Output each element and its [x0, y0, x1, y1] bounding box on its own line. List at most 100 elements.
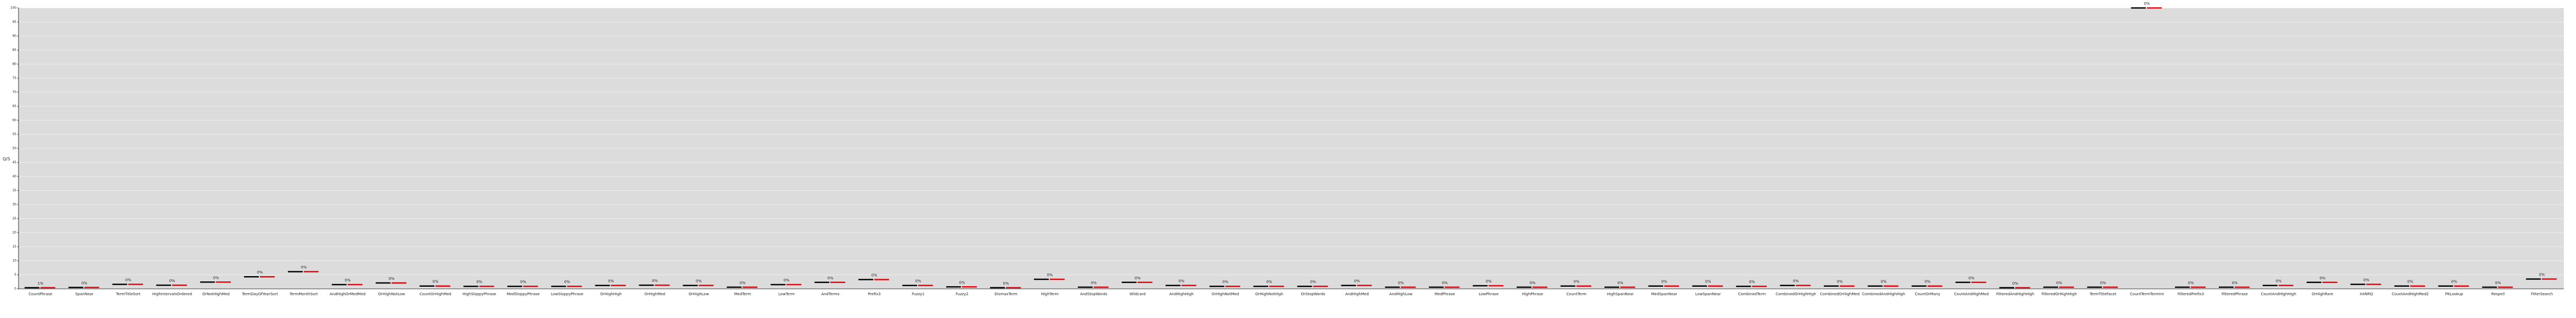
x-tick-label: Fuzzy2 [956, 292, 968, 296]
x-tick-label: MedPhrase [1435, 292, 1455, 296]
y-tick-label: 45 [12, 161, 16, 164]
y-tick-label: 50 [12, 147, 16, 151]
x-tick-label: AndHighHigh [1169, 292, 1194, 296]
y-tick-label: 65 [12, 104, 16, 108]
y-tick-label: 20 [12, 231, 16, 235]
change-label: 0% [2539, 272, 2545, 277]
y-tick-label: 30 [12, 203, 16, 207]
change-label: 0% [1310, 280, 1316, 284]
change-label: 0% [1837, 280, 1843, 284]
x-tick-label: TermDayOfYearSort [241, 292, 278, 296]
change-label: 0% [915, 279, 921, 284]
change-label: 0% [2012, 281, 2018, 286]
x-tick-label: Prefix3 [868, 292, 881, 296]
change-label: 0% [81, 281, 87, 285]
x-tick-label: CountTerm [1566, 292, 1586, 296]
change-label: 0% [2188, 281, 2194, 285]
x-tick-label: Fuzzy1 [912, 292, 924, 296]
x-tick-label: CombinedOrHighHigh [1776, 292, 1816, 296]
x-tick-label: CountAndHighMed2 [2392, 292, 2429, 296]
y-tick-label: 80 [12, 63, 16, 66]
x-tick-label: CountOrHighMed [420, 292, 451, 296]
x-tick-label: CombinedTerm [1738, 292, 1766, 296]
x-tick-label: HighSpanNear [1607, 292, 1634, 296]
change-label: 0% [432, 280, 438, 284]
change-label: 0% [1442, 281, 1448, 285]
x-tick-label: TermTitleSort [115, 292, 141, 296]
y-tick-label: 85 [12, 48, 16, 52]
change-label: 0% [1398, 281, 1404, 285]
change-label: 0% [959, 280, 965, 285]
x-tick-label: OrHighMed [645, 292, 665, 296]
change-label: 0% [1003, 281, 1009, 286]
change-label: 0% [1617, 281, 1623, 285]
x-tick-label: FilteredOrHighHigh [2042, 292, 2077, 296]
change-label: 0% [1047, 273, 1053, 277]
x-tick-label: LowSloppyPhrase [551, 292, 583, 296]
x-tick-label: DismaxTerm [994, 292, 1017, 296]
x-tick-label: CountAndHighMed [1954, 292, 1989, 296]
change-label: 0% [2363, 278, 2369, 282]
y-tick-label: 60 [12, 119, 16, 122]
change-label: 0% [1486, 279, 1492, 284]
x-tick-label: LowSpanNear [1695, 292, 1721, 296]
change-label: 0% [2232, 281, 2237, 285]
x-tick-label: HighSloppyPhrase [462, 292, 496, 296]
change-label: 0% [1135, 276, 1140, 280]
x-tick-label: LowPhrase [1479, 292, 1499, 296]
change-label: 0% [696, 279, 702, 284]
x-tick-label: FilteredAndHighHigh [1996, 292, 2034, 296]
y-tick-label: 25 [12, 217, 16, 220]
x-tick-label: FilteredPhrase [2221, 292, 2248, 296]
x-tick-label: IntNRQ [2360, 292, 2373, 296]
change-label: 0% [2275, 279, 2281, 284]
x-tick-label: HighTerm [1041, 292, 1058, 296]
change-label: 0% [1705, 280, 1711, 284]
change-label: 0% [344, 278, 350, 282]
change-label: 0% [1573, 280, 1579, 284]
y-tick-label: 35 [12, 189, 16, 192]
x-tick-label: MedTerm [734, 292, 751, 296]
change-label: 0% [476, 280, 482, 284]
change-label: 0% [608, 279, 614, 284]
y-tick-label: 75 [12, 76, 16, 80]
x-tick-label: LowTerm [778, 292, 795, 296]
x-tick-label: CountAndHighHigh [2261, 292, 2297, 296]
x-tick-label: Wildcard [1130, 292, 1146, 296]
y-tick-label: 95 [12, 20, 16, 24]
change-label: 0% [1266, 280, 1272, 284]
x-tick-label: TermTitleFacet [2089, 292, 2117, 296]
x-tick-label: Respell [2491, 292, 2505, 296]
x-tick-label: OrHighNotLow [378, 292, 405, 296]
x-tick-label: SpanNear [75, 292, 93, 296]
x-tick-label: AndStopWords [1080, 292, 1108, 296]
change-label: 0% [213, 276, 219, 280]
x-tick-label: AndHighLow [1390, 292, 1413, 296]
change-label: 0% [2056, 281, 2062, 285]
x-tick-label: CombinedOrHighMed [1820, 292, 1860, 296]
y-tick-label: 0 [14, 287, 16, 291]
change-label: 0% [564, 280, 570, 284]
change-label: 0% [2451, 280, 2457, 284]
x-tick-label: AndHighMed [1345, 292, 1369, 296]
change-label: 0% [784, 278, 790, 282]
x-tick-label: OrNotHighMed [202, 292, 230, 296]
y-tick-label: 10 [12, 259, 16, 263]
x-tick-label: CombinedAndHighHigh [1862, 292, 1905, 296]
y-tick-label: 100 [11, 6, 17, 10]
x-tick-label: OrHighLow [688, 292, 709, 296]
change-label: 0% [1178, 279, 1184, 284]
x-tick-label: HighPhrase [1522, 292, 1543, 296]
x-tick-label: TermMonthSort [289, 292, 318, 296]
change-label: 0% [1530, 281, 1536, 285]
y-tick-label: 5 [14, 273, 16, 277]
y-axis-label: Q/S [3, 157, 10, 162]
change-label: 0% [257, 270, 263, 275]
x-tick-label: OrHighRare [2312, 292, 2334, 296]
y-tick-label: 55 [12, 132, 16, 136]
x-tick-label: PKLookup [2445, 292, 2463, 296]
change-label: 0% [2407, 280, 2413, 284]
change-label: 0% [301, 266, 306, 270]
x-tick-label: OrStopWords [1301, 292, 1325, 296]
